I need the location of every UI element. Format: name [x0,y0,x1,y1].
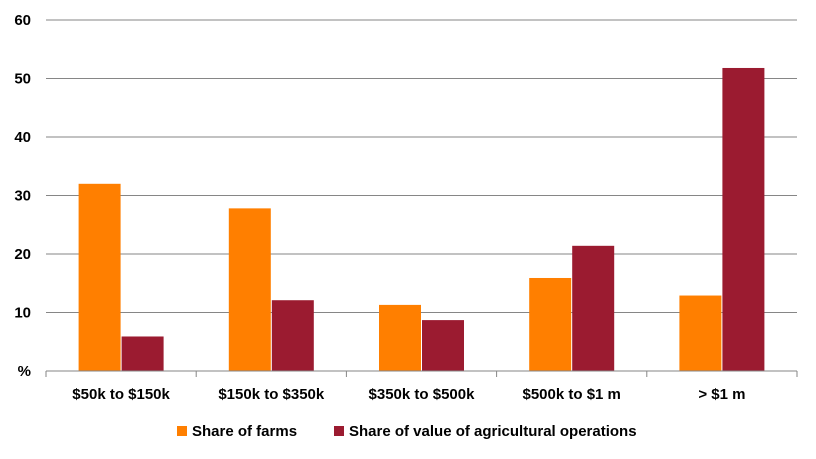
x-tick-label: $50k to $150k [72,386,170,403]
x-tick-label: $150k to $350k [218,386,325,403]
legend-swatch [177,426,187,436]
bar-share-of-farms [529,277,572,371]
legend-label: Share of farms [192,423,297,440]
bar-share-of-value [572,245,615,371]
y-axis-ticks: % 10 20 30 40 50 60 [14,12,31,380]
x-tick-label: > $1 m [698,386,745,403]
bar-share-of-farms [379,304,421,371]
bars [78,67,765,371]
bar-share-of-value [422,320,464,371]
y-tick-label: 30 [14,188,31,205]
bar-share-of-farms [78,183,121,371]
bar-share-of-farms [679,295,722,371]
legend-label: Share of value of agricultural operation… [349,423,637,440]
x-tick-label: $500k to $1 m [522,386,620,403]
legend-swatch [334,426,344,436]
bar-share-of-value [722,67,765,371]
legend: Share of farms Share of value of agricult… [177,423,637,440]
gridlines [46,19,797,313]
y-tick-label: 60 [14,12,31,29]
y-tick-label: 10 [14,305,31,322]
bar-share-of-value [271,300,314,371]
x-tick-label: $350k to $500k [369,386,476,403]
y-tick-label: 40 [14,129,31,146]
bar-share-of-value [121,336,164,371]
y-tick-label: 50 [14,71,31,88]
y-tick-label: % [18,363,31,380]
y-tick-label: 20 [14,246,31,263]
x-axis-ticks: $50k to $150k $150k to $350k $350k to $500… [45,371,798,403]
bar-share-of-farms [228,208,271,371]
